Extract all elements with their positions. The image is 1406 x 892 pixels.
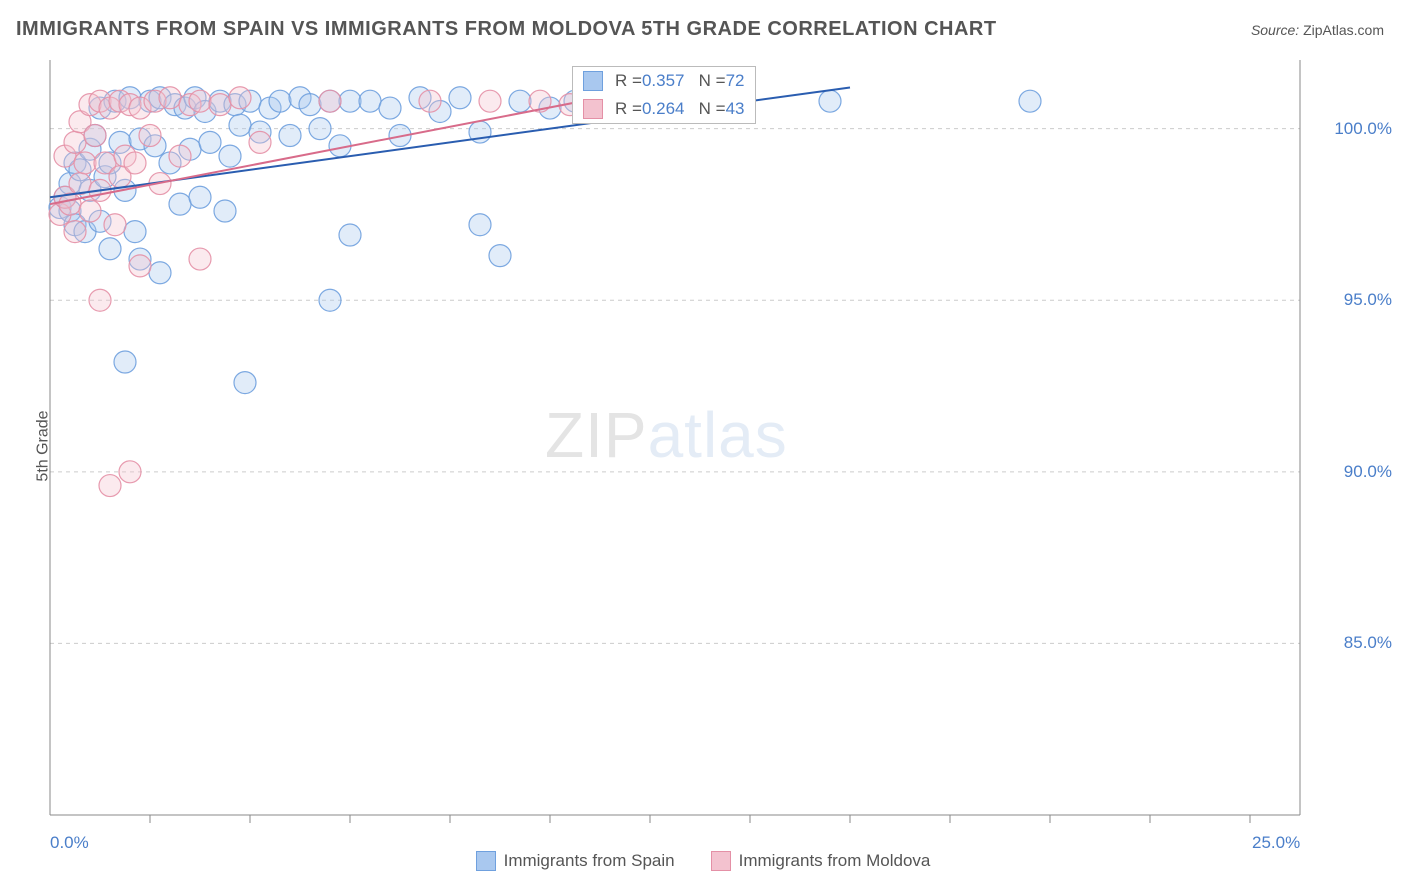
legend-label: Immigrants from Spain [504,851,675,871]
y-tick-label: 90.0% [1344,462,1392,482]
series-legend: Immigrants from Spain Immigrants from Mol… [0,851,1406,876]
legend-item: Immigrants from Spain [476,851,675,871]
stats-swatch [583,99,603,119]
legend-swatch [476,851,496,871]
stats-n-label: N = [699,99,726,119]
scatter-plot [0,0,1406,892]
legend-swatch [711,851,731,871]
stats-r-value: 0.357 [642,71,685,91]
legend-label: Immigrants from Moldova [739,851,931,871]
stats-r-value: 0.264 [642,99,685,119]
stats-swatch [583,71,603,91]
y-tick-label: 95.0% [1344,290,1392,310]
y-tick-label: 85.0% [1344,633,1392,653]
stats-row: R = 0.264 N = 43 [573,95,755,123]
x-tick-label: 0.0% [50,833,89,853]
stats-n-value: 72 [726,71,745,91]
stats-row: R = 0.357 N = 72 [573,67,755,95]
stats-n-value: 43 [726,99,745,119]
x-tick-label: 25.0% [1252,833,1300,853]
stats-n-label: N = [699,71,726,91]
y-tick-label: 100.0% [1334,119,1392,139]
stats-legend-box: R = 0.357 N = 72R = 0.264 N = 43 [572,66,756,124]
stats-r-label: R = [615,99,642,119]
legend-item: Immigrants from Moldova [711,851,931,871]
stats-r-label: R = [615,71,642,91]
